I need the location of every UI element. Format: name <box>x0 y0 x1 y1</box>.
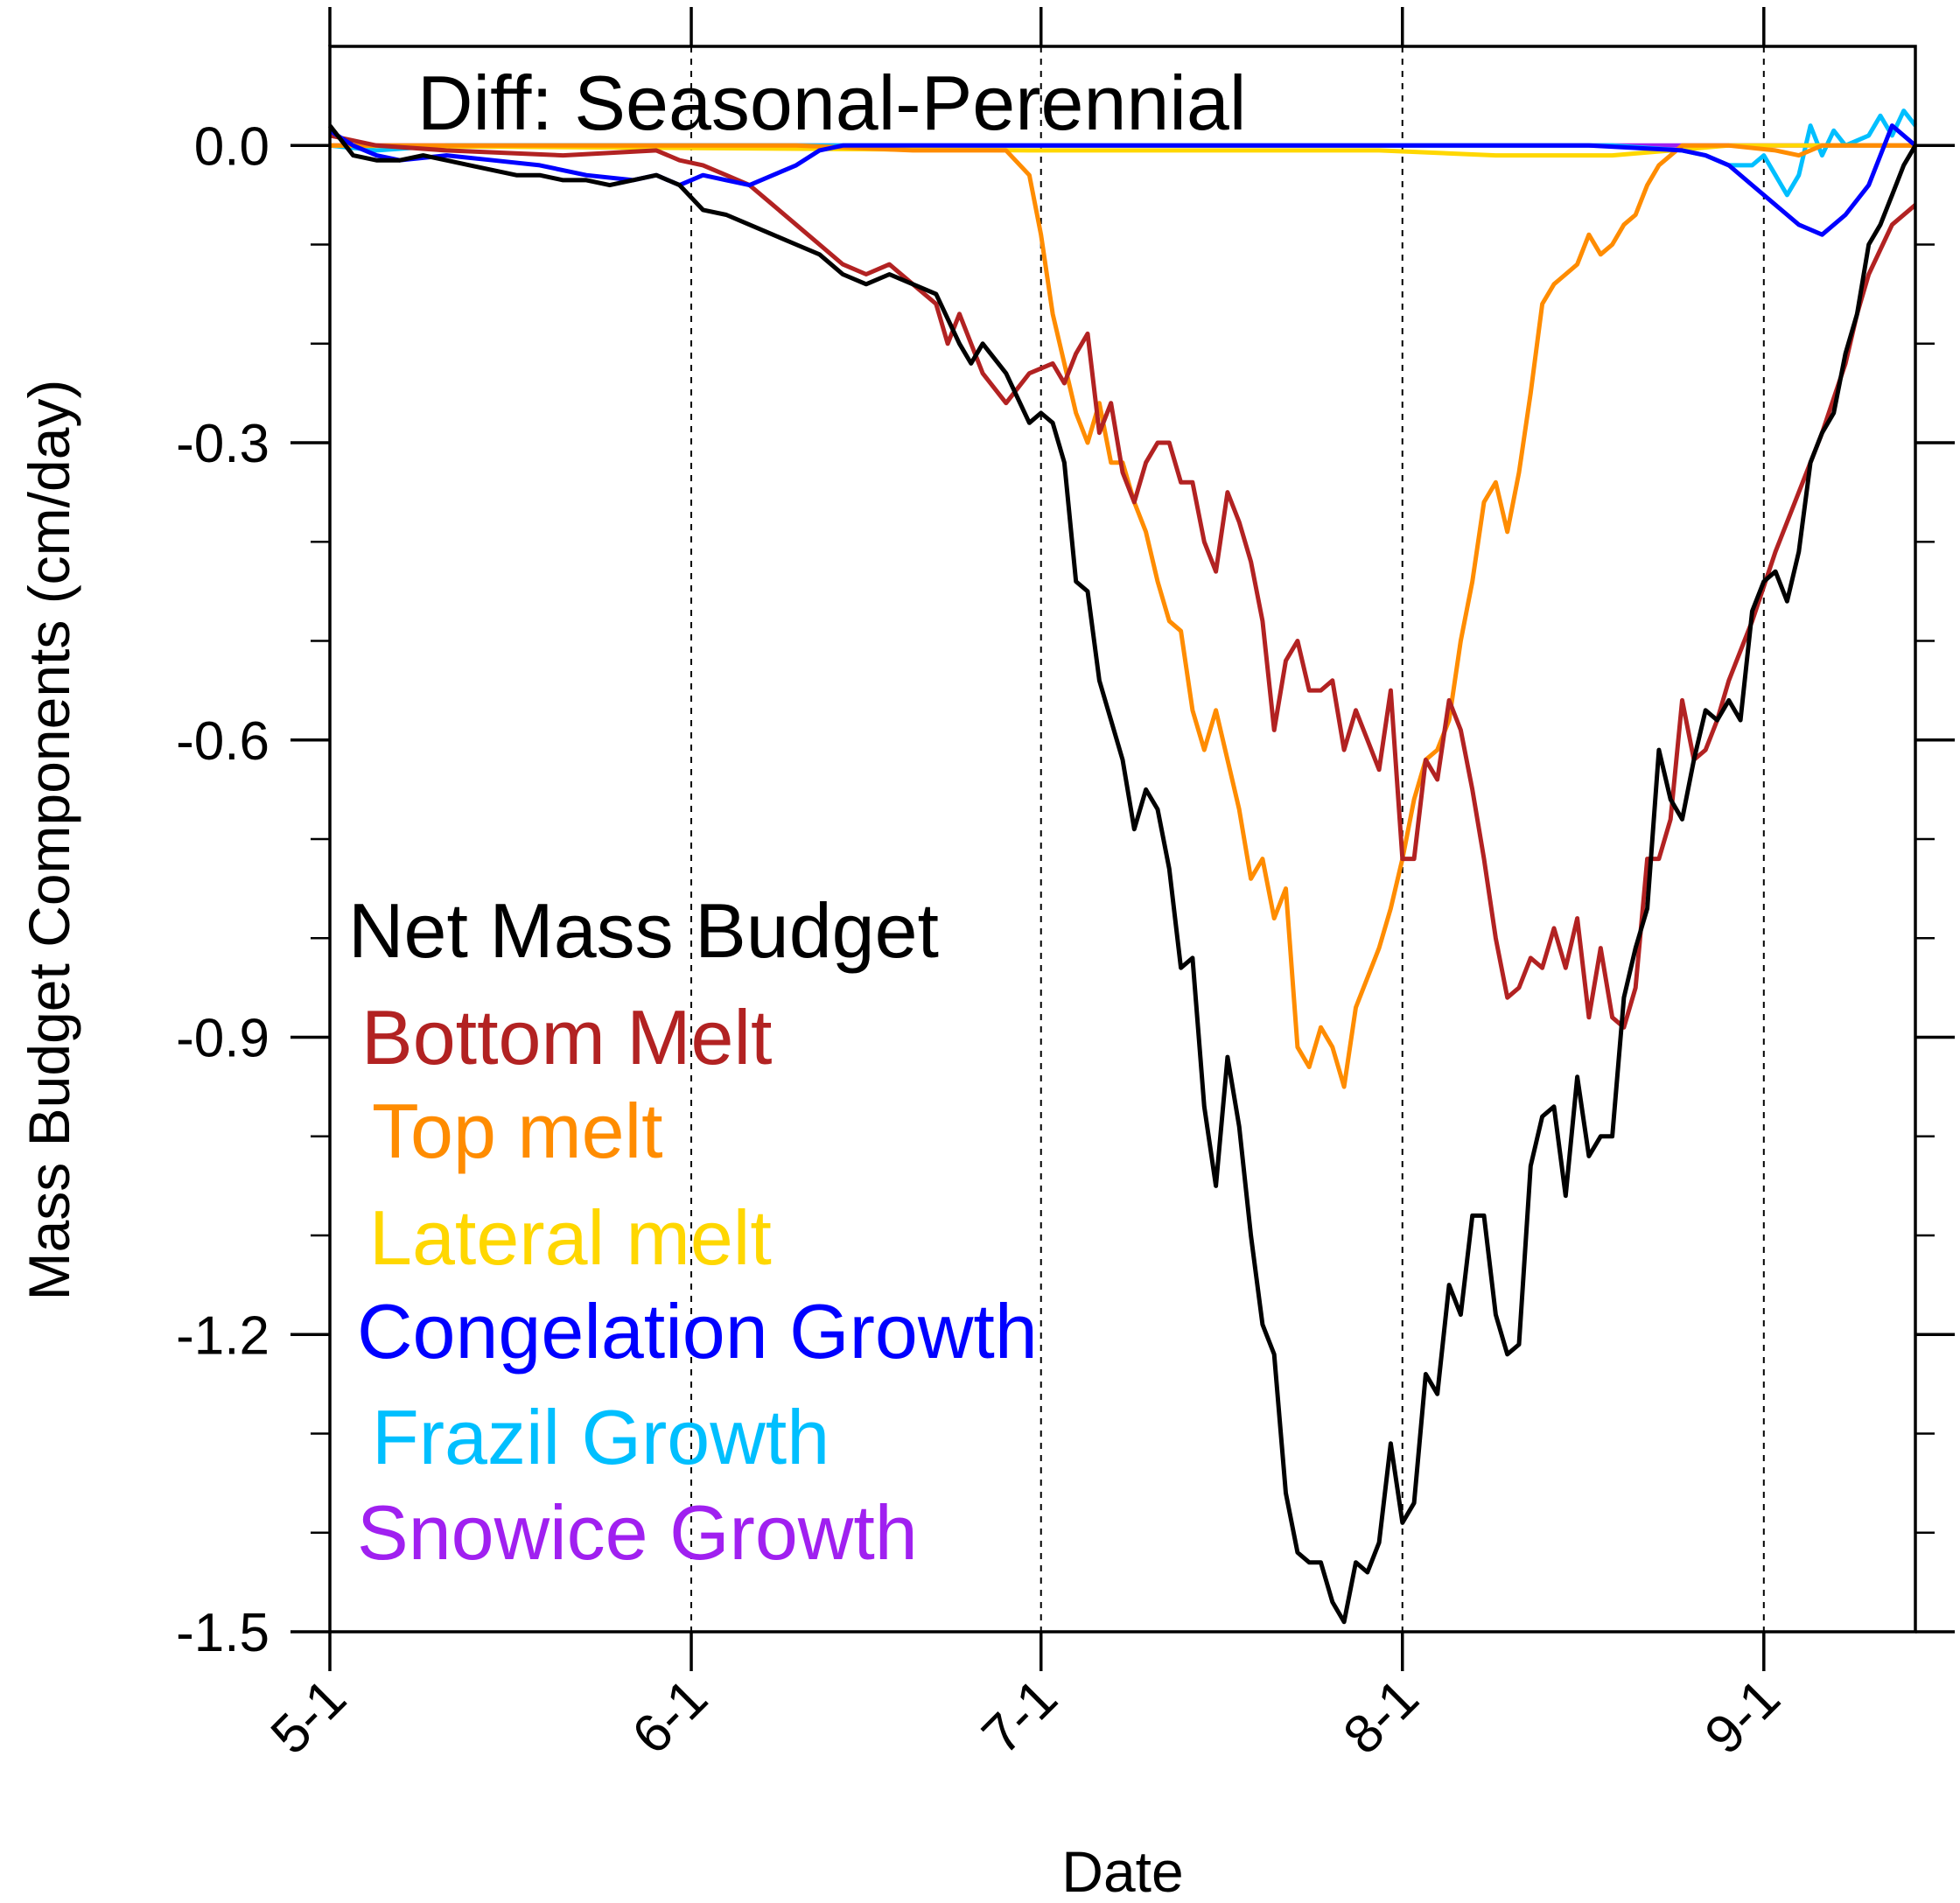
legend-lateral-melt: Lateral melt <box>369 1194 772 1281</box>
series-layer <box>328 108 1918 1625</box>
chart-title: Diff: Seasonal-Perennial <box>417 59 1246 146</box>
x-tick-label: 9-1 <box>1694 1668 1792 1766</box>
x-tick-label: 6-1 <box>621 1668 719 1766</box>
y-tick-label: -0.9 <box>176 1009 270 1069</box>
legend-top-melt: Top melt <box>372 1088 663 1174</box>
y-tick-label: -0.6 <box>176 711 270 772</box>
y-tick-label: -1.5 <box>176 1603 270 1663</box>
series-line-lateral-melt <box>329 143 1915 158</box>
x-tick-label: 7-1 <box>970 1668 1068 1766</box>
y-tick-label: 0.0 <box>194 116 270 177</box>
y-tick-label: -0.3 <box>176 414 270 474</box>
series-line-top-melt <box>330 143 1915 1089</box>
series-line-congelation-growth <box>328 123 1917 237</box>
x-tick-label: 5-1 <box>260 1668 358 1766</box>
legend-bottom-melt: Bottom Melt <box>361 994 772 1081</box>
x-axis-title: Date <box>1061 1839 1183 1903</box>
x-tick-label: 8-1 <box>1333 1668 1431 1766</box>
legend-net-mass-budget: Net Mass Budget <box>348 887 939 974</box>
y-axis-title: Mass Budget Components (cm/day) <box>17 380 81 1301</box>
legend-snowice-growth: Snowice Growth <box>357 1489 918 1576</box>
ticks-layer <box>290 7 1955 1671</box>
legend-congelation-growth: Congelation Growth <box>357 1288 1038 1375</box>
legend-frazil-growth: Frazil Growth <box>372 1394 830 1480</box>
y-tick-label: -1.2 <box>176 1305 270 1366</box>
legend: Net Mass Budget Bottom Melt Top melt Lat… <box>348 887 1038 1576</box>
series-line-net-mass-budget <box>328 124 1918 1625</box>
